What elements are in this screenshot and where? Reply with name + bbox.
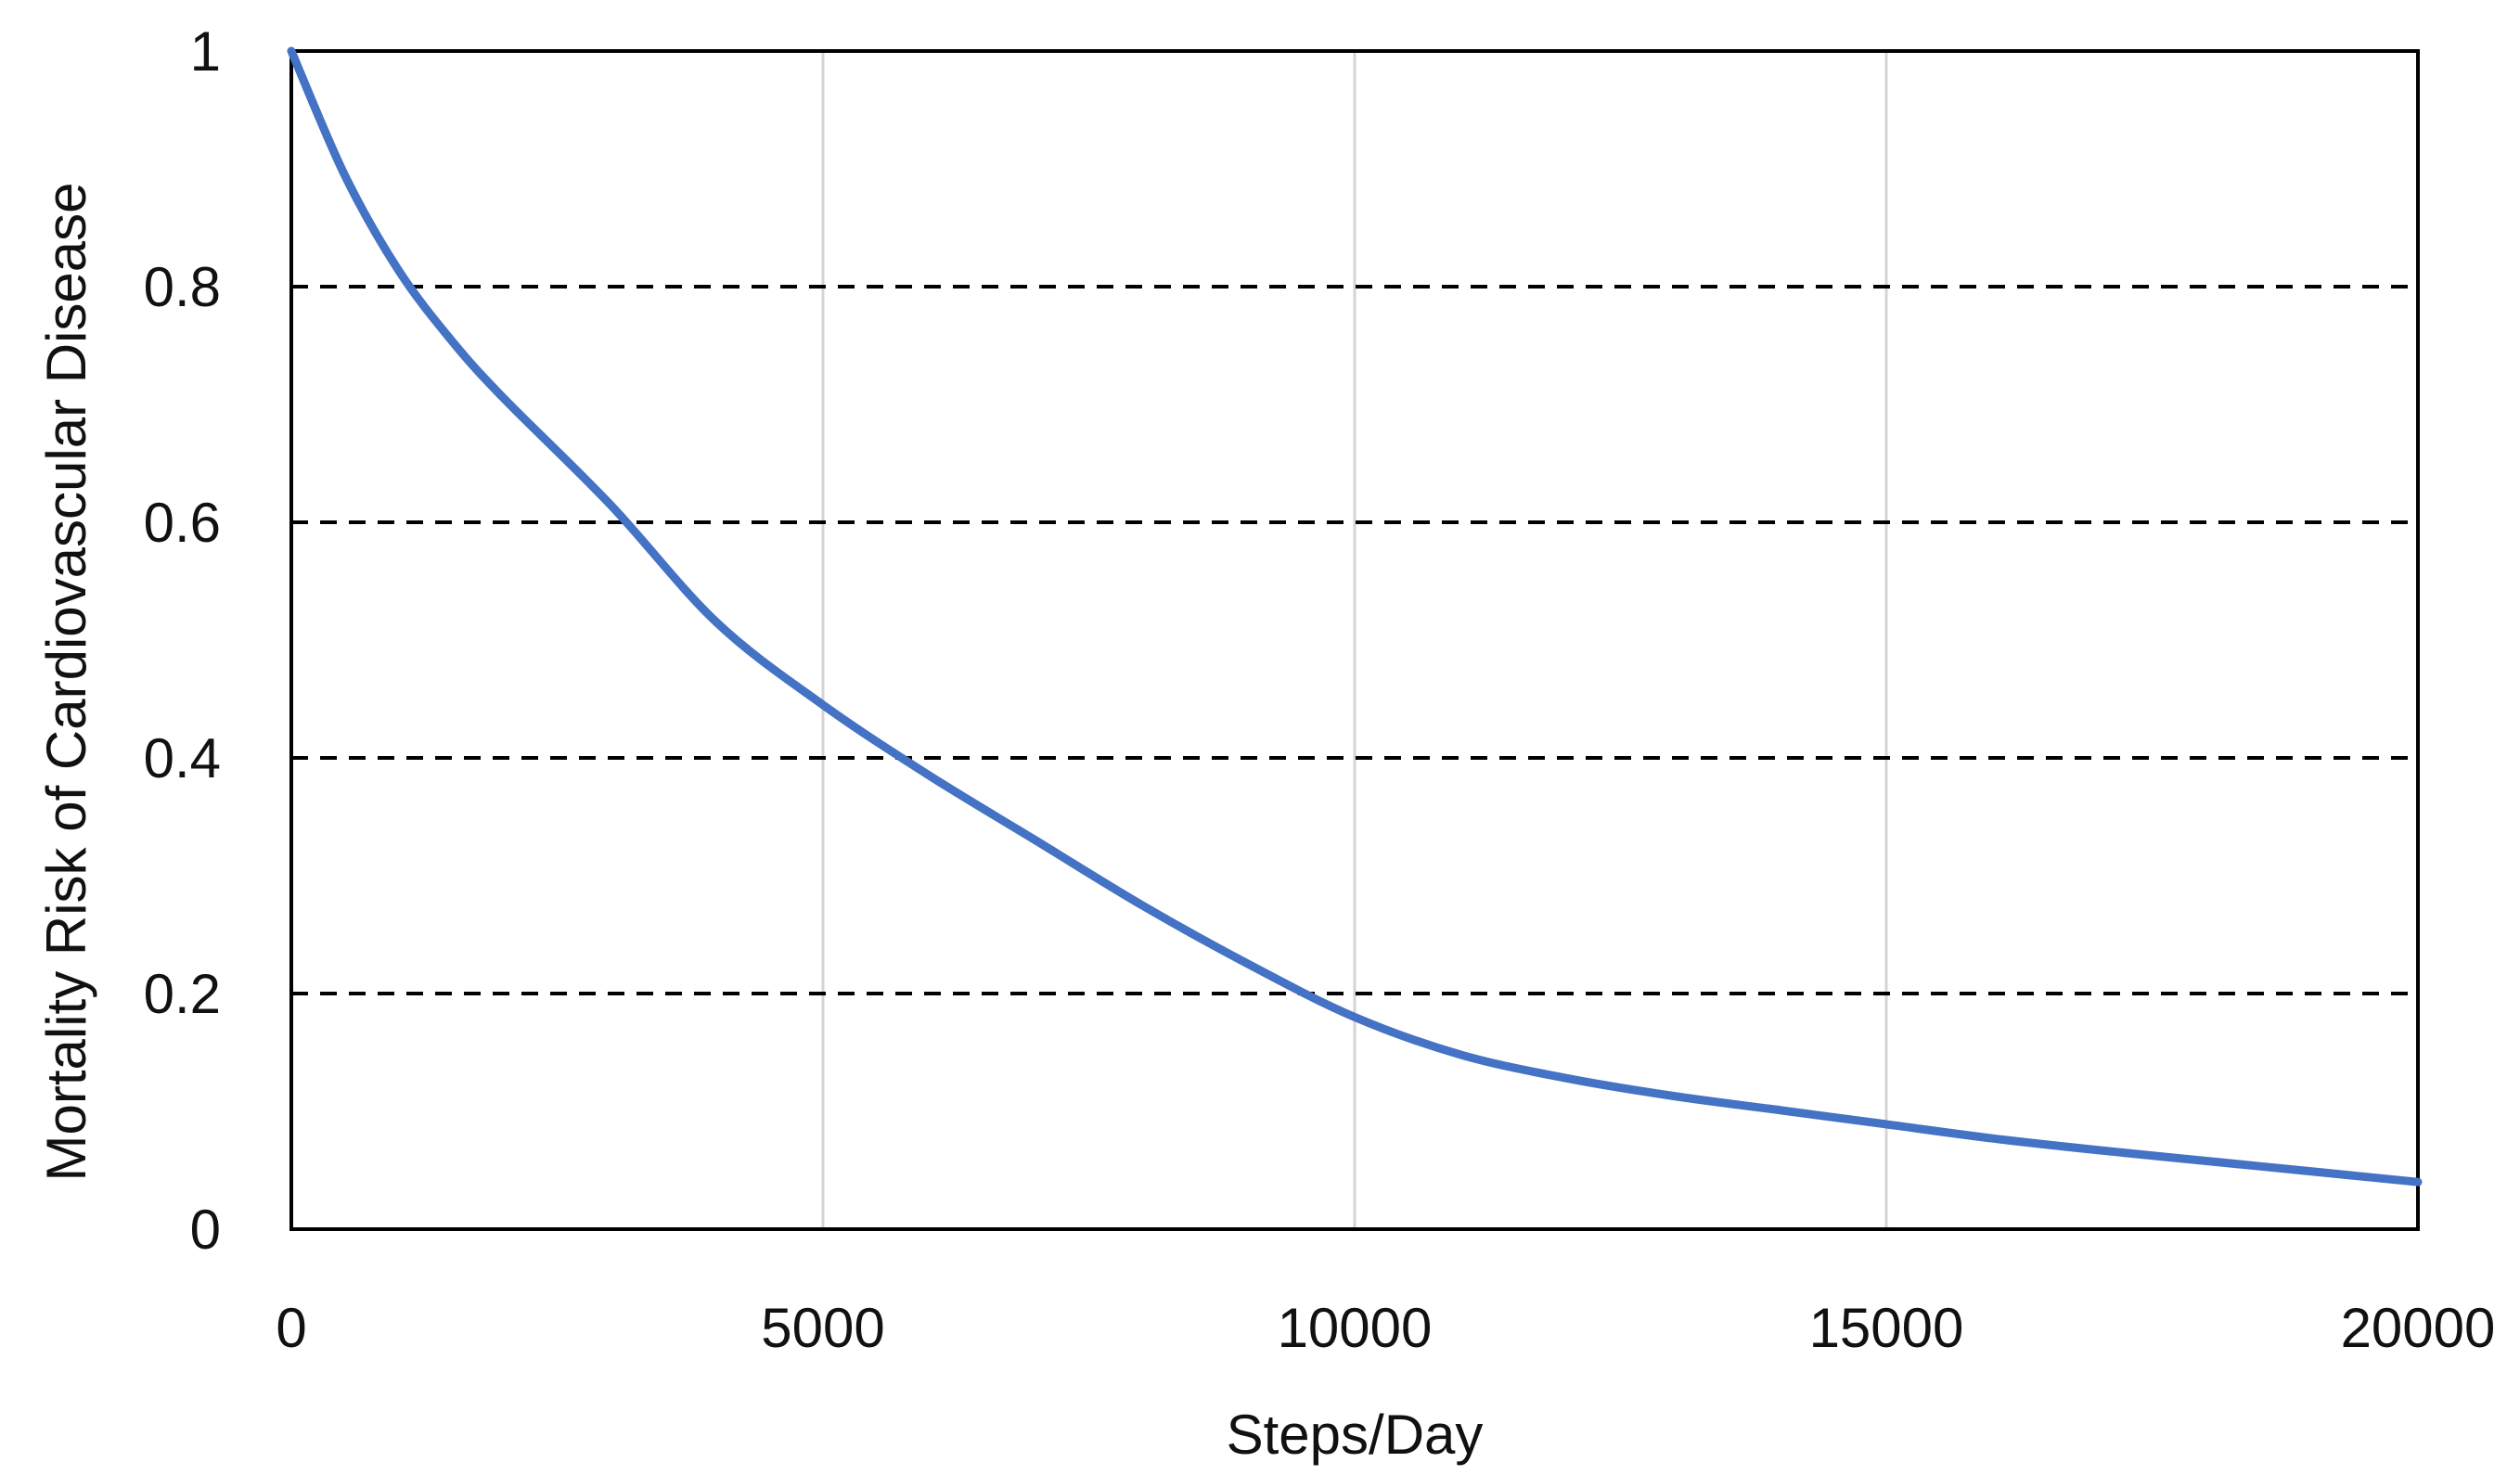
y-axis-label: Mortality Risk of Cardiovascular Disease	[35, 182, 97, 1181]
y-tick-label-0: 0	[190, 1199, 221, 1261]
y-tick-label-0-2: 0.2	[144, 963, 221, 1025]
y-tick-label-0-6: 0.6	[144, 492, 221, 554]
x-tick-label-10000: 10000	[1278, 1297, 1433, 1359]
x-tick-label-0: 0	[276, 1297, 306, 1359]
x-tick-label-15000: 15000	[1809, 1297, 1964, 1359]
y-tick-label-0-8: 0.8	[144, 256, 221, 318]
y-tick-label-0-4: 0.4	[144, 727, 221, 789]
y-tick-label-1: 1	[190, 20, 221, 83]
x-tick-label-20000: 20000	[2341, 1297, 2496, 1359]
x-axis-label: Steps/Day	[1227, 1404, 1484, 1466]
x-tick-label-5000: 5000	[761, 1297, 884, 1359]
